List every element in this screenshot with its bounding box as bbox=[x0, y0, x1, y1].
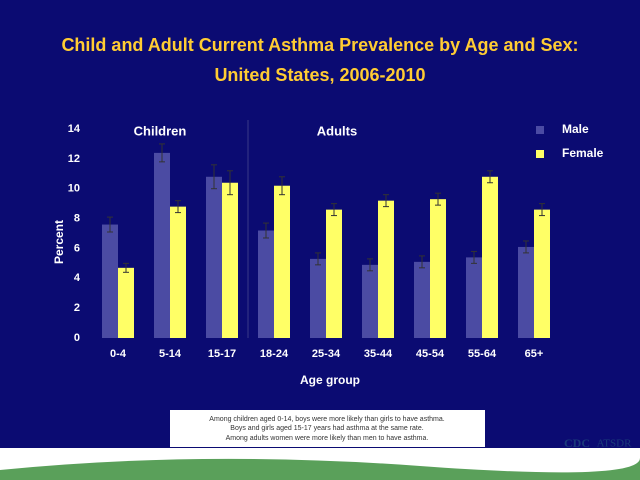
y-tick-label: 6 bbox=[74, 242, 80, 254]
x-tick-label: 55-64 bbox=[468, 348, 497, 360]
error-bar bbox=[419, 255, 425, 269]
bar bbox=[518, 246, 534, 338]
y-tick-label: 0 bbox=[74, 332, 80, 344]
bar bbox=[102, 224, 118, 338]
x-tick-label: 0-4 bbox=[110, 348, 127, 360]
error-bar bbox=[263, 222, 269, 239]
bar bbox=[222, 182, 238, 338]
bar bbox=[206, 176, 222, 338]
bar bbox=[118, 267, 134, 338]
bar bbox=[170, 206, 186, 338]
logo: ATSDR bbox=[597, 438, 633, 450]
note-line: Among adults women were more likely than… bbox=[226, 435, 429, 442]
chart-title: United States, 2006-2010 bbox=[214, 65, 425, 85]
legend-swatch bbox=[536, 126, 544, 134]
bar bbox=[482, 176, 498, 338]
error-bar bbox=[539, 203, 545, 217]
bar bbox=[430, 199, 446, 338]
error-bar bbox=[227, 170, 233, 196]
x-tick-label: 18-24 bbox=[260, 348, 289, 360]
error-bar bbox=[315, 252, 321, 266]
x-tick-label: 5-14 bbox=[159, 348, 182, 360]
y-tick-label: 8 bbox=[74, 212, 80, 224]
bar bbox=[466, 257, 482, 338]
note-box bbox=[170, 410, 485, 447]
annotation: Children bbox=[134, 123, 187, 138]
error-bar bbox=[383, 194, 389, 208]
x-tick-label: 35-44 bbox=[364, 348, 393, 360]
error-bar bbox=[211, 164, 217, 190]
legend-swatch bbox=[536, 150, 544, 158]
x-tick-label: 25-34 bbox=[312, 348, 341, 360]
bar bbox=[258, 230, 274, 338]
logo: CDC bbox=[564, 436, 590, 450]
bar bbox=[154, 152, 170, 338]
error-bar bbox=[107, 216, 113, 233]
x-axis-label: Age group bbox=[300, 373, 360, 387]
y-tick-label: 12 bbox=[68, 153, 80, 165]
error-bar bbox=[487, 170, 493, 184]
legend-label: Female bbox=[562, 146, 604, 160]
error-bar bbox=[367, 258, 373, 272]
note-line: Among children aged 0-14, boys were more… bbox=[209, 416, 444, 423]
error-bar bbox=[435, 192, 441, 206]
bar bbox=[362, 264, 378, 338]
y-tick-label: 14 bbox=[68, 123, 81, 135]
y-axis-label: Percent bbox=[52, 220, 66, 264]
legend-label: Male bbox=[562, 122, 589, 136]
error-bar bbox=[175, 200, 181, 214]
error-bar bbox=[123, 262, 129, 273]
bar bbox=[274, 185, 290, 338]
error-bar bbox=[159, 143, 165, 163]
error-bar bbox=[523, 240, 529, 254]
error-bar bbox=[279, 176, 285, 196]
x-tick-label: 45-54 bbox=[416, 348, 445, 360]
y-tick-label: 2 bbox=[74, 302, 80, 314]
footer-swoosh bbox=[0, 458, 640, 480]
bar bbox=[378, 200, 394, 338]
y-tick-label: 10 bbox=[68, 183, 80, 195]
x-tick-label: 15-17 bbox=[208, 348, 236, 360]
y-tick-label: 4 bbox=[74, 272, 81, 284]
bar bbox=[326, 209, 342, 338]
chart-title: Child and Adult Current Asthma Prevalenc… bbox=[61, 35, 578, 55]
x-tick-label: 65+ bbox=[525, 348, 544, 360]
note-line: Boys and girls aged 15-17 years had asth… bbox=[230, 425, 423, 432]
bar bbox=[534, 209, 550, 338]
error-bar bbox=[471, 250, 477, 264]
annotation: Adults bbox=[317, 123, 357, 138]
error-bar bbox=[331, 203, 337, 217]
bar bbox=[414, 261, 430, 338]
bar bbox=[310, 258, 326, 338]
